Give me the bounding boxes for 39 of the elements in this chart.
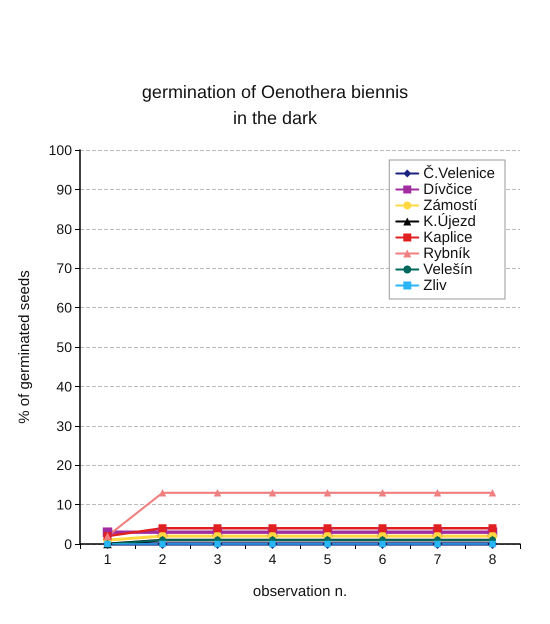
y-tick-label: 20 bbox=[56, 457, 72, 474]
legend-label: Rybník bbox=[423, 245, 470, 262]
y-tick-label: 70 bbox=[56, 260, 72, 276]
y-tick-label: 80 bbox=[56, 220, 72, 237]
y-tick-label: 10 bbox=[56, 496, 72, 513]
x-tick-label: 3 bbox=[214, 551, 222, 567]
legend-label: Zámostí bbox=[423, 197, 478, 214]
legend-label: Kaplice bbox=[423, 229, 472, 246]
y-tick-label: 30 bbox=[56, 418, 72, 434]
point bbox=[434, 489, 442, 497]
x-tick-label: 5 bbox=[324, 551, 332, 567]
y-tick-label: 90 bbox=[56, 181, 72, 198]
point bbox=[268, 489, 276, 497]
point bbox=[488, 489, 496, 497]
y-tick-label: 100 bbox=[48, 142, 72, 158]
chart-title: germination of Oenothera biennis bbox=[142, 82, 408, 102]
point bbox=[324, 489, 332, 497]
point bbox=[378, 489, 386, 497]
chart-subtitle: in the dark bbox=[232, 108, 318, 128]
point bbox=[214, 489, 222, 497]
legend-label: Zliv bbox=[423, 277, 448, 294]
legend-label: Velešín bbox=[423, 261, 473, 278]
y-tick-label: 40 bbox=[56, 378, 72, 394]
legend-label: Č.Velenice bbox=[423, 164, 496, 182]
point bbox=[158, 489, 166, 497]
x-tick-label: 6 bbox=[378, 551, 387, 567]
legend-label: K.Újezd bbox=[423, 212, 476, 230]
point bbox=[488, 524, 496, 532]
y-tick-label: 50 bbox=[56, 339, 72, 355]
y-tick-label: 60 bbox=[56, 300, 72, 316]
x-tick-label: 2 bbox=[158, 551, 167, 567]
y-axis-title: % of germinated seeds bbox=[16, 270, 33, 424]
x-tick-label: 1 bbox=[104, 551, 112, 567]
legend-label: Dívčice bbox=[423, 181, 472, 198]
x-axis-title: observation n. bbox=[252, 583, 348, 600]
y-tick-label: 0 bbox=[64, 536, 72, 552]
x-tick-label: 4 bbox=[268, 551, 277, 567]
x-tick-label: 7 bbox=[434, 551, 442, 567]
x-tick-label: 8 bbox=[488, 551, 497, 567]
